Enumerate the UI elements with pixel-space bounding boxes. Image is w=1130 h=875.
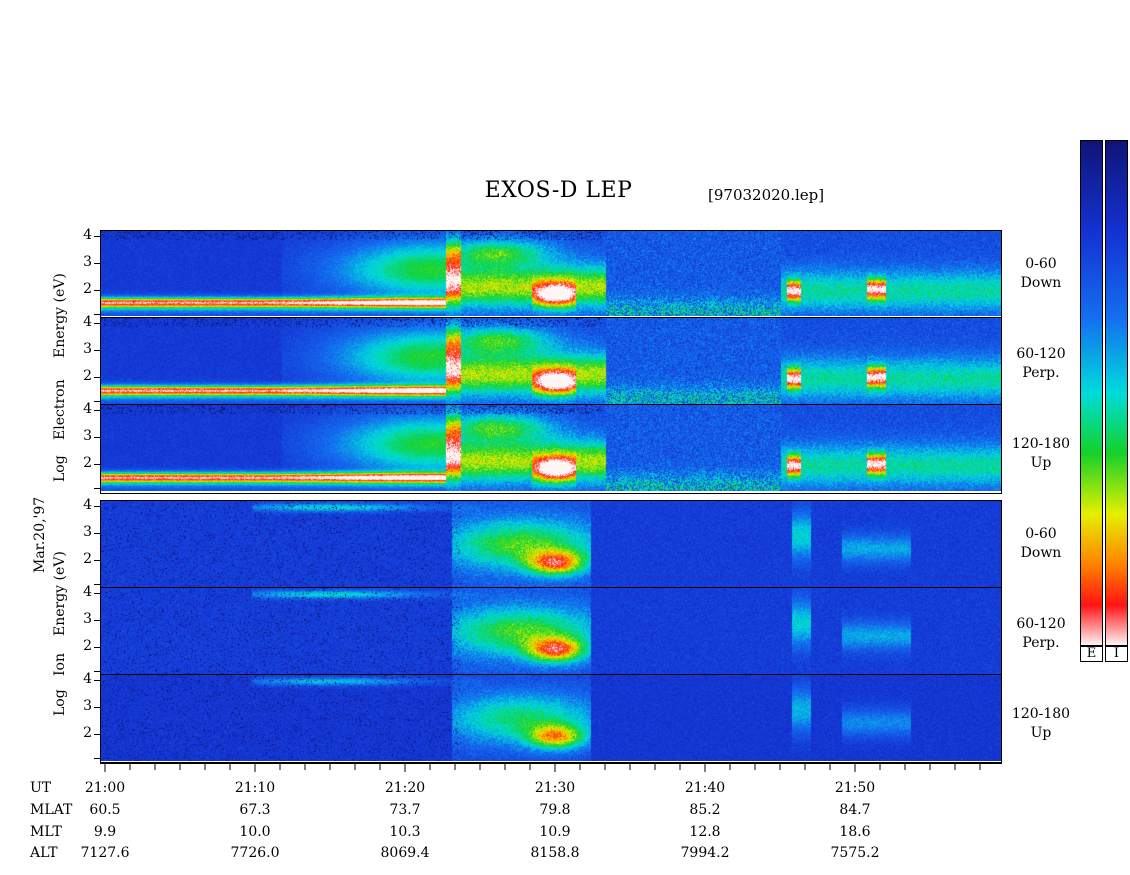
y-tick-label: 3: [83, 698, 92, 714]
ion-energy-unit-label: Energy (eV): [52, 551, 68, 636]
ion-panel-up: [101, 675, 1001, 761]
ephemeris-value: 10.3: [389, 824, 421, 840]
ephemeris-value: 12.8: [689, 824, 721, 840]
y-tick-label: 2: [83, 725, 92, 741]
x-tick-label: 21:30: [534, 780, 576, 796]
ephemeris-value: 7994.2: [680, 845, 730, 861]
ephemeris-row-label: MLT: [30, 824, 62, 840]
y-tick-label: 2: [83, 455, 92, 471]
x-tick-label: 21:10: [234, 780, 276, 796]
ephemeris-row-label: UT: [30, 780, 52, 796]
y-tick-label: 4: [83, 314, 92, 330]
y-tick-label: 3: [83, 254, 92, 270]
ion-colorbar: [1105, 140, 1128, 647]
electron-colorbar: [1080, 140, 1103, 647]
pitch-angle-label: 120-180 Up: [1011, 706, 1071, 741]
ion-log-label: Log: [52, 689, 68, 716]
ion-panel-down: [101, 501, 1001, 587]
y-tick-label: 4: [83, 401, 92, 417]
ephemeris-value: 7127.6: [80, 845, 130, 861]
y-tick-label: 4: [83, 497, 92, 513]
chart-title: EXOS-D LEP: [484, 178, 633, 203]
ephemeris-value: 8158.8: [530, 845, 580, 861]
ephemeris-value: 85.2: [689, 802, 721, 818]
y-tick-label: 3: [83, 611, 92, 627]
ephemeris-row-label: MLAT: [30, 802, 73, 818]
ephemeris-value: 18.6: [839, 824, 871, 840]
pitch-angle-label: 60-120 Perp.: [1016, 346, 1066, 381]
x-tick-label: 21:00: [84, 780, 126, 796]
ephemeris-value: 7575.2: [830, 845, 880, 861]
y-tick-label: 2: [83, 638, 92, 654]
y-tick-label: 4: [83, 227, 92, 243]
y-tick-label: 3: [83, 341, 92, 357]
ephemeris-value: 9.9: [93, 824, 117, 840]
electron-panel-up: [101, 405, 1001, 491]
x-tick-label: 21:50: [834, 780, 876, 796]
electron-panel-perp: [101, 318, 1001, 404]
pitch-angle-label: 0-60 Down: [1020, 526, 1062, 561]
y-tick-label: 2: [83, 281, 92, 297]
ion-panel-group: [100, 500, 1002, 764]
y-tick-label: 4: [83, 584, 92, 600]
ephemeris-value: 67.3: [239, 802, 271, 818]
ephemeris-row-label: ALT: [30, 845, 58, 861]
y-tick-label: 2: [83, 368, 92, 384]
ion-species-label: Ion: [52, 653, 68, 676]
y-tick-label: 3: [83, 428, 92, 444]
electron-species-label: Electron: [52, 379, 68, 440]
ephemeris-value: 8069.4: [380, 845, 430, 861]
y-tick-label: 4: [83, 671, 92, 687]
electron-panel-group: [100, 230, 1002, 494]
pitch-angle-label: 0-60 Down: [1020, 256, 1062, 291]
electron-energy-unit-label: Energy (eV): [52, 273, 68, 358]
ephemeris-value: 10.0: [239, 824, 271, 840]
file-name: [97032020.lep]: [708, 186, 825, 204]
ion-panel-perp: [101, 588, 1001, 674]
ion-colorbar-label: I: [1105, 645, 1128, 662]
pitch-angle-label: 120-180 Up: [1011, 436, 1071, 471]
ephemeris-value: 79.8: [539, 802, 571, 818]
electron-log-label: Log: [52, 455, 68, 482]
electron-colorbar-label: E: [1080, 645, 1103, 662]
electron-panel-down: [101, 231, 1001, 316]
time-axis: [100, 762, 1002, 772]
ephemeris-value: 7726.0: [230, 845, 280, 861]
x-tick-label: 21:40: [684, 780, 726, 796]
y-tick-label: 3: [83, 524, 92, 540]
ephemeris-value: 73.7: [389, 802, 421, 818]
pitch-angle-label: 60-120 Perp.: [1016, 616, 1066, 651]
x-tick-label: 21:20: [384, 780, 426, 796]
ephemeris-value: 10.9: [539, 824, 571, 840]
ephemeris-value: 60.5: [89, 802, 121, 818]
y-tick-label: 2: [83, 551, 92, 567]
date-label: Mar.20,'97: [32, 496, 48, 573]
ephemeris-value: 84.7: [839, 802, 871, 818]
